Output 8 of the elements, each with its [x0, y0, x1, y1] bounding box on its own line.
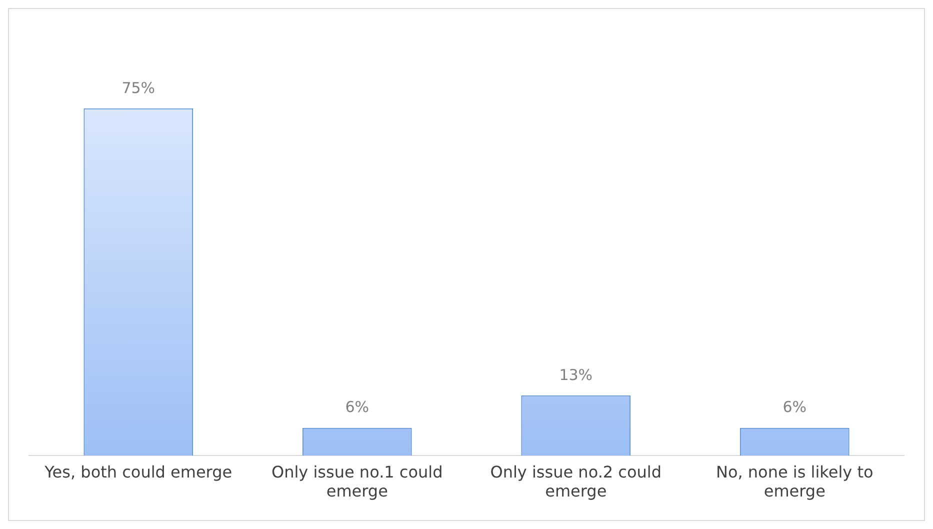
- data-label: 75%: [122, 78, 156, 97]
- data-label: 13%: [559, 366, 593, 384]
- x-tick-label: No, none is likely to emerge: [716, 462, 874, 501]
- x-tick-label: Only issue no.2 could emerge: [490, 462, 662, 501]
- data-label: 6%: [782, 398, 807, 416]
- x-tick-label: Yes, both could emerge: [44, 462, 232, 482]
- data-label: 6%: [345, 398, 370, 416]
- x-tick-label: Only issue no.1 could emerge: [272, 462, 443, 501]
